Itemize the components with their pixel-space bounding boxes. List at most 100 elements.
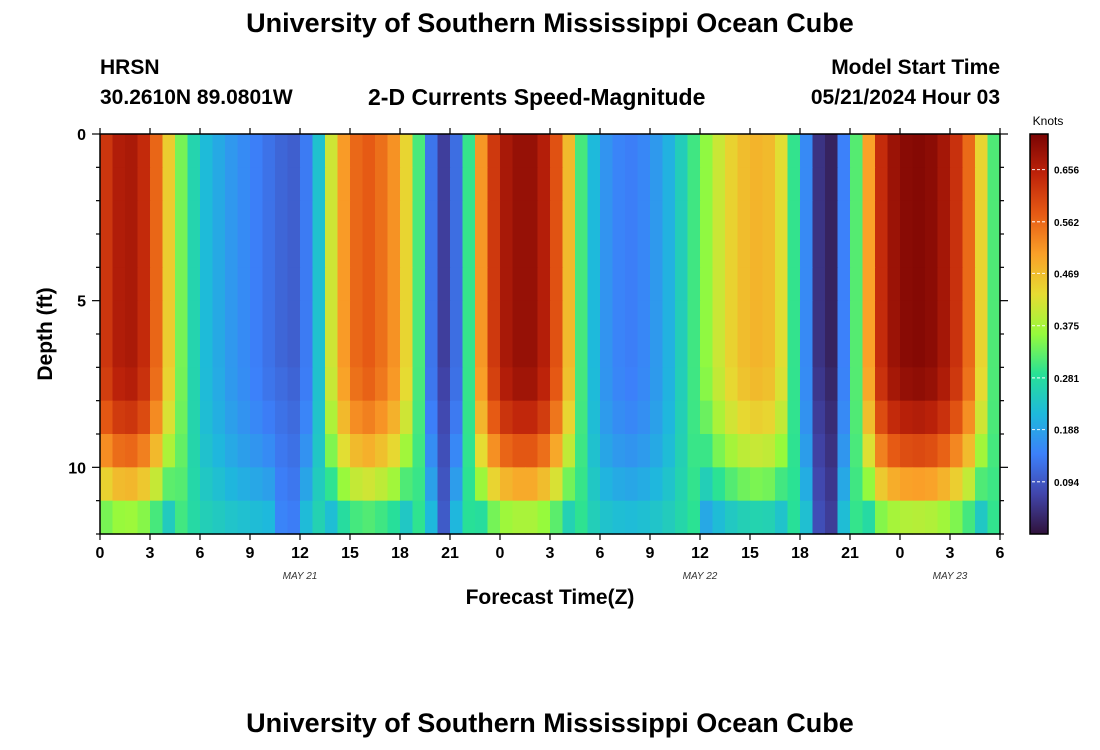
heatmap-cell — [500, 267, 514, 302]
heatmap-cell — [162, 400, 176, 435]
heatmap-cell — [112, 300, 126, 335]
heatmap-cell — [362, 334, 376, 368]
heatmap-cell — [500, 400, 514, 435]
heatmap-cell — [737, 367, 751, 402]
heatmap-cell — [375, 200, 389, 235]
heatmap-cell — [312, 134, 326, 168]
heatmap-cell — [350, 467, 364, 502]
heatmap-cell — [100, 167, 114, 202]
heatmap-cell — [875, 200, 889, 235]
heatmap-cell — [937, 167, 951, 202]
heatmap-cell — [300, 367, 314, 402]
heatmap-cell — [987, 400, 1001, 435]
heatmap-cell — [950, 134, 964, 168]
heatmap-cell — [350, 367, 364, 402]
heatmap-cell — [862, 467, 876, 502]
heatmap-cell — [350, 134, 364, 168]
heatmap-cell — [487, 500, 501, 535]
heatmap-cell — [350, 300, 364, 335]
heatmap-cell — [337, 334, 351, 368]
heatmap-cell — [150, 500, 164, 535]
heatmap-cell — [312, 234, 326, 268]
heatmap-cell — [350, 167, 364, 202]
heatmap-cell — [862, 434, 876, 468]
heatmap-cell — [625, 467, 639, 502]
heatmap-cell — [400, 300, 414, 335]
heatmap-cell — [112, 400, 126, 435]
heatmap-cell — [687, 434, 701, 468]
heatmap-cell — [912, 267, 926, 302]
heatmap-cell — [637, 334, 651, 368]
heatmap-cell — [100, 300, 114, 335]
heatmap-cell — [937, 367, 951, 402]
heatmap-cell — [487, 467, 501, 502]
heatmap-cell — [525, 467, 539, 502]
heatmap-cell — [562, 167, 576, 202]
heatmap-cell — [975, 434, 989, 468]
heatmap-cell — [462, 467, 476, 502]
heatmap-cell — [800, 234, 814, 268]
heatmap-cell — [287, 434, 301, 468]
heatmap-cell — [487, 134, 501, 168]
heatmap-cell — [912, 367, 926, 402]
heatmap-cell — [575, 467, 589, 502]
heatmap-cell — [787, 267, 801, 302]
heatmap-cell — [850, 467, 864, 502]
heatmap-cell — [137, 367, 151, 402]
heatmap-cell — [625, 334, 639, 368]
heatmap-cell — [737, 434, 751, 468]
heatmap-cell — [412, 167, 426, 202]
heatmap-cell — [387, 467, 401, 502]
colorbar-tick-label: 0.656 — [1054, 166, 1079, 177]
heatmap-cell — [687, 234, 701, 268]
heatmap-cell — [150, 467, 164, 502]
heatmap-cell — [300, 200, 314, 235]
heatmap-cell — [850, 500, 864, 535]
heatmap-cell — [562, 134, 576, 168]
heatmap-cell — [275, 434, 289, 468]
heatmap-cell — [862, 200, 876, 235]
heatmap-cell — [362, 134, 376, 168]
heatmap-cell — [737, 234, 751, 268]
heatmap-cell — [100, 367, 114, 402]
heatmap-cell — [275, 334, 289, 368]
heatmap-cell — [212, 400, 226, 435]
heatmap-cell — [825, 434, 839, 468]
heatmap-cell — [725, 134, 739, 168]
heatmap-cell — [862, 234, 876, 268]
heatmap-cell — [600, 367, 614, 402]
heatmap-cell — [325, 500, 339, 535]
heatmap-cell — [712, 234, 726, 268]
heatmap-cell — [462, 367, 476, 402]
heatmap-cell — [612, 500, 626, 535]
heatmap-cell — [350, 500, 364, 535]
heatmap-cell — [412, 500, 426, 535]
heatmap-cell — [437, 300, 451, 335]
heatmap-cell — [550, 367, 564, 402]
heatmap-cell — [337, 234, 351, 268]
heatmap-cell — [900, 334, 914, 368]
heatmap-cell — [462, 200, 476, 235]
heatmap-cell — [100, 334, 114, 368]
heatmap-cell — [412, 267, 426, 302]
heatmap-cell — [712, 434, 726, 468]
heatmap-cell — [175, 200, 189, 235]
heatmap-cell — [937, 434, 951, 468]
heatmap-cell — [125, 367, 139, 402]
heatmap-cell — [512, 134, 526, 168]
heatmap-cell — [587, 134, 601, 168]
heatmap-cell — [212, 167, 226, 202]
heatmap-cell — [700, 300, 714, 335]
heatmap-cell — [662, 134, 676, 168]
heatmap-cell — [550, 234, 564, 268]
heatmap-cell — [687, 200, 701, 235]
heatmap-cell — [950, 200, 964, 235]
heatmap-cell — [312, 434, 326, 468]
heatmap-cell — [600, 267, 614, 302]
colorbar-tick-label: 0.469 — [1054, 269, 1079, 280]
heatmap-cell — [462, 500, 476, 535]
heatmap-cell — [625, 167, 639, 202]
heatmap-cell — [400, 267, 414, 302]
heatmap-cell — [312, 167, 326, 202]
heatmap-cell — [200, 234, 214, 268]
